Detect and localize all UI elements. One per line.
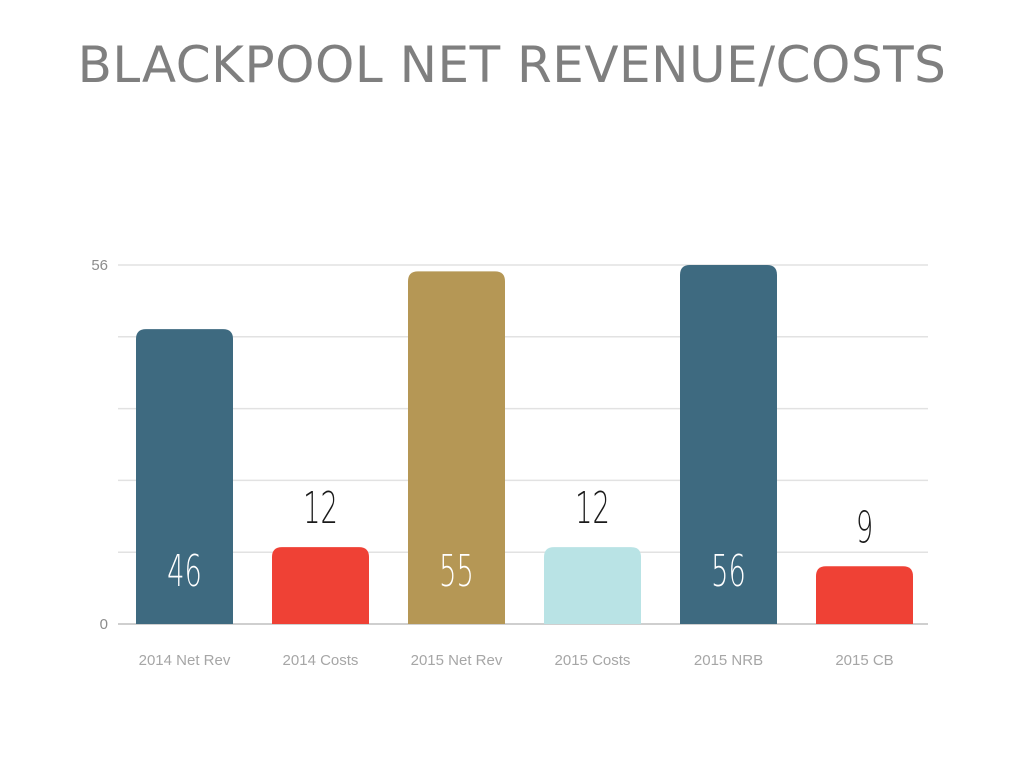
bar [136, 329, 233, 624]
x-tick-label: 2015 CB [835, 652, 893, 669]
x-tick-label: 2015 Costs [555, 652, 631, 669]
data-label: 12 [303, 482, 338, 534]
data-label: 46 [167, 545, 202, 597]
bars [136, 265, 913, 624]
page-title: BLACKPOOL NET REVENUE/COSTS [77, 36, 947, 94]
x-tick-label: 2015 Net Rev [411, 652, 503, 669]
y-tick-label: 56 [91, 257, 108, 274]
y-axis: 0 56 [91, 257, 108, 633]
bar [408, 271, 505, 624]
x-tick-label: 2014 Net Rev [139, 652, 231, 669]
bar [544, 547, 641, 624]
data-label: 55 [439, 545, 474, 597]
x-tick-label: 2015 NRB [694, 652, 763, 669]
x-axis: 2014 Net Rev 2014 Costs 2015 Net Rev 2015 C… [139, 652, 894, 669]
y-tick-label: 0 [100, 616, 108, 633]
data-labels: 46 12 55 12 56 9 [167, 482, 873, 597]
bar [680, 265, 777, 624]
data-label: 56 [711, 545, 746, 597]
data-label: 9 [856, 501, 873, 553]
bar [816, 566, 913, 624]
data-label: 12 [575, 482, 610, 534]
bar [272, 547, 369, 624]
x-tick-label: 2014 Costs [283, 652, 359, 669]
gridlines [118, 264, 928, 625]
